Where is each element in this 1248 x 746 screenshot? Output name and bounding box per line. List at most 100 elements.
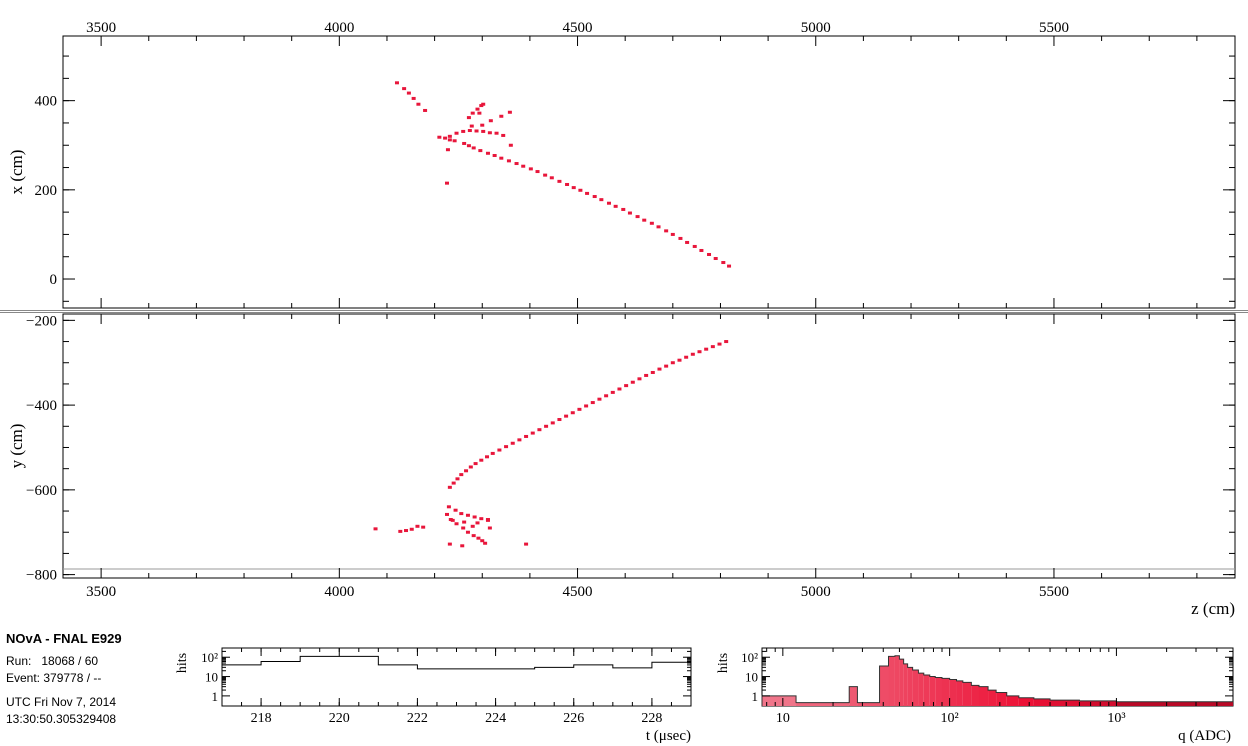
yz-hit — [465, 530, 470, 534]
xz-hit — [707, 252, 712, 256]
yz-xtick-label-bottom: 3500 — [86, 584, 116, 600]
yz-hit — [530, 431, 535, 435]
xz-hit — [499, 114, 504, 118]
charge-hist-ytick-label: 10² — [741, 650, 758, 665]
yz-view-ticks: 3500 4000 4500 5000 5500 −200 −400 −600 −800 — [26, 313, 1235, 600]
utc-date: UTC Fri Nov 7, 2014 — [6, 695, 117, 709]
yz-view-panel[interactable]: 3500 4000 4500 5000 5500 −200 −400 −600 −800 y (… — [7, 313, 1236, 618]
time-hist-xtick-label: 228 — [641, 711, 662, 726]
time-hist-xtick-label: 220 — [329, 711, 350, 726]
yz-hit — [468, 465, 473, 469]
xz-hit — [543, 173, 548, 177]
xz-hit — [642, 218, 647, 222]
yz-hit — [717, 342, 722, 346]
yz-hit — [447, 485, 452, 489]
yz-hit — [677, 358, 682, 362]
time-hist-y-label: hits — [175, 653, 190, 673]
xz-hit — [462, 141, 467, 145]
xz-view-panel[interactable]: 3500 4000 4500 5000 5500 400 200 0 x (cm) — [7, 20, 1236, 309]
xz-y-axis-label: x (cm) — [7, 150, 26, 195]
xz-hit — [656, 225, 661, 229]
yz-hit — [415, 524, 420, 528]
yz-hit — [479, 517, 484, 521]
time-hist-xtick-label: 218 — [251, 711, 272, 726]
time-hist-frame — [221, 647, 692, 707]
xz-view-frame — [62, 35, 1236, 309]
yz-hit — [610, 390, 615, 394]
charge-hist-bar — [888, 656, 895, 706]
charge-hist-bar — [962, 682, 972, 706]
xz-hit — [521, 164, 526, 168]
xz-hit — [454, 131, 459, 135]
yz-hit — [487, 526, 492, 530]
yz-hit — [421, 525, 426, 529]
xz-hit — [470, 111, 475, 115]
xz-hit — [507, 110, 512, 114]
charge-hist-bar — [929, 676, 936, 706]
yz-hit — [473, 462, 478, 466]
xz-hit — [627, 211, 632, 215]
yz-ytick-label: −600 — [26, 483, 57, 499]
charge-hist-bars — [761, 655, 1233, 706]
charge-hist-bar — [1050, 700, 1080, 706]
xz-hit — [447, 134, 452, 138]
yz-view-hits — [373, 340, 729, 548]
yz-hit — [650, 370, 655, 374]
xz-hit — [469, 124, 474, 128]
charge-hist-bar — [923, 675, 930, 706]
yz-hit — [570, 411, 575, 415]
yz-hit — [577, 407, 582, 411]
z-axis-label: z (cm) — [1191, 599, 1235, 618]
yz-hit — [485, 518, 490, 522]
xz-hit — [528, 167, 533, 171]
yz-hit — [483, 541, 488, 545]
yz-ytick-label: −200 — [26, 313, 57, 329]
yz-hit — [462, 520, 467, 524]
xz-hit — [606, 201, 611, 205]
xz-hit — [481, 129, 486, 133]
yz-hit — [444, 512, 449, 516]
time-histogram[interactable]: 218 220 222 224 226 228 10² 10 1 hits t (μsec) — [175, 647, 692, 744]
yz-hit — [476, 536, 481, 540]
yz-hit — [479, 458, 484, 462]
xz-hit — [692, 244, 697, 248]
yz-hit — [590, 401, 595, 405]
yz-hit — [604, 394, 609, 398]
xz-hit — [423, 108, 428, 112]
yz-hit — [557, 418, 562, 422]
charge-hist-bar — [935, 677, 942, 706]
yz-hit — [447, 542, 452, 546]
xz-hit — [478, 149, 483, 153]
xz-hit — [670, 232, 675, 236]
charge-histogram[interactable]: 10 10² 10³ 10² 10 1 hits q (ADC) — [716, 647, 1234, 744]
xz-hit — [416, 102, 421, 106]
yz-hit — [461, 526, 466, 530]
charge-hist-bar — [1079, 700, 1117, 706]
yz-hit — [564, 414, 569, 418]
charge-hist-ticks: 10 10² 10³ 10² 10 1 — [741, 648, 1233, 726]
yz-xtick-label-bottom: 4500 — [563, 584, 593, 600]
charge-hist-ytick-label: 10 — [745, 670, 758, 685]
xz-hit — [678, 236, 683, 240]
xz-hit — [506, 159, 511, 163]
yz-hit — [451, 481, 456, 485]
yz-hit — [471, 534, 476, 538]
xz-hit — [445, 148, 450, 152]
xz-hit — [475, 107, 480, 111]
time-hist-ytick-label: 10² — [201, 650, 218, 665]
xz-hit — [437, 135, 442, 139]
yz-hit — [544, 424, 549, 428]
yz-hit — [664, 364, 669, 368]
xz-hit — [471, 146, 476, 150]
yz-hit — [454, 522, 459, 526]
xz-hit — [727, 264, 732, 268]
xz-hit — [721, 261, 726, 265]
time-hist-ytick-label: 10 — [205, 670, 218, 685]
time-hist-xtick-label: 226 — [563, 711, 584, 726]
yz-hit — [684, 355, 689, 359]
yz-hit — [524, 434, 529, 438]
yz-ytick-label: −800 — [26, 568, 57, 584]
charge-hist-x-label: q (ADC) — [1178, 728, 1231, 744]
xz-hit — [571, 186, 576, 190]
